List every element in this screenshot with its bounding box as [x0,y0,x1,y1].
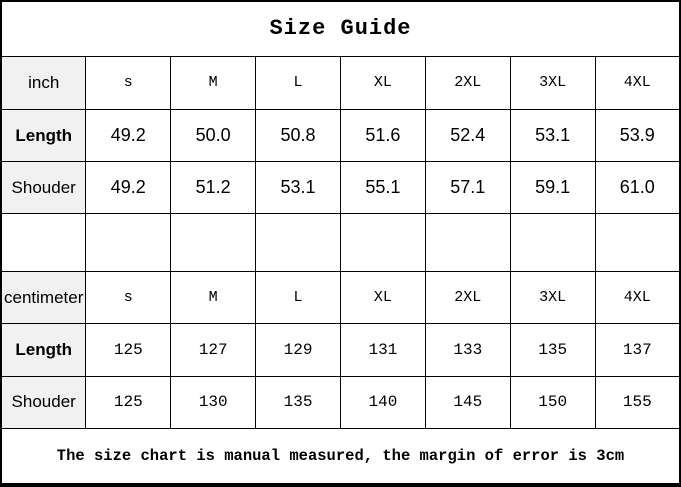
size-header-s: s [85,55,172,111]
empty-cell [424,212,511,273]
row-label-length: Length [0,109,87,163]
value-cell: 125 [85,375,172,430]
empty-cell [509,212,596,273]
value-cell: 137 [594,323,681,377]
value-cell: 52.4 [424,109,511,163]
size-header-3xl: 3XL [509,271,596,325]
value-cell: 155 [594,375,681,430]
size-header-4xl: 4XL [594,271,681,325]
value-cell: 140 [340,375,426,430]
row-label-shoulder: Shouder [0,161,87,214]
value-cell: 49.2 [85,109,172,163]
value-cell: 130 [170,375,257,430]
cm-header-row: centimeter s M L XL 2XL 3XL 4XL [0,271,681,325]
value-cell: 135 [509,323,596,377]
value-cell: 125 [85,323,172,377]
value-cell: 50.0 [170,109,257,163]
size-header-3xl: 3XL [509,55,596,111]
value-cell: 53.1 [509,109,596,163]
footer-row: The size chart is manual measured, the m… [0,428,681,486]
inch-length-row: Length 49.2 50.0 50.8 51.6 52.4 53.1 53.… [0,109,681,163]
empty-cell [85,212,172,273]
empty-cell [255,212,341,273]
size-header-xl: XL [340,271,426,325]
value-cell: 51.6 [340,109,426,163]
value-cell: 150 [509,375,596,430]
size-header-s: s [85,271,172,325]
empty-cell [170,212,257,273]
value-cell: 50.8 [255,109,341,163]
empty-cell [0,212,87,273]
value-cell: 55.1 [340,161,426,214]
size-header-xl: XL [340,55,426,111]
value-cell: 49.2 [85,161,172,214]
row-label-shoulder: Shouder [0,375,87,430]
size-header-m: M [170,271,257,325]
value-cell: 133 [424,323,511,377]
unit-label-inch: inch [0,55,87,111]
spacer-row [0,212,681,273]
empty-cell [340,212,426,273]
size-header-m: M [170,55,257,111]
value-cell: 57.1 [424,161,511,214]
value-cell: 61.0 [594,161,681,214]
value-cell: 51.2 [170,161,257,214]
cm-length-row: Length 125 127 129 131 133 135 137 [0,323,681,377]
value-cell: 53.9 [594,109,681,163]
page-title: Size Guide [0,0,681,57]
value-cell: 131 [340,323,426,377]
unit-label-centimeter: centimeter [0,271,87,325]
cm-shoulder-row: Shouder 125 130 135 140 145 150 155 [0,375,681,430]
value-cell: 53.1 [255,161,341,214]
empty-cell [594,212,681,273]
footer-note: The size chart is manual measured, the m… [0,428,681,486]
value-cell: 135 [255,375,341,430]
size-header-l: L [255,55,341,111]
value-cell: 129 [255,323,341,377]
inch-header-row: inch s M L XL 2XL 3XL 4XL [0,55,681,111]
row-label-length: Length [0,323,87,377]
inch-shoulder-row: Shouder 49.2 51.2 53.1 55.1 57.1 59.1 61… [0,161,681,214]
value-cell: 127 [170,323,257,377]
size-header-2xl: 2XL [424,271,511,325]
size-header-4xl: 4XL [594,55,681,111]
value-cell: 59.1 [509,161,596,214]
size-header-l: L [255,271,341,325]
size-header-2xl: 2XL [424,55,511,111]
value-cell: 145 [424,375,511,430]
title-row: Size Guide [0,0,681,57]
